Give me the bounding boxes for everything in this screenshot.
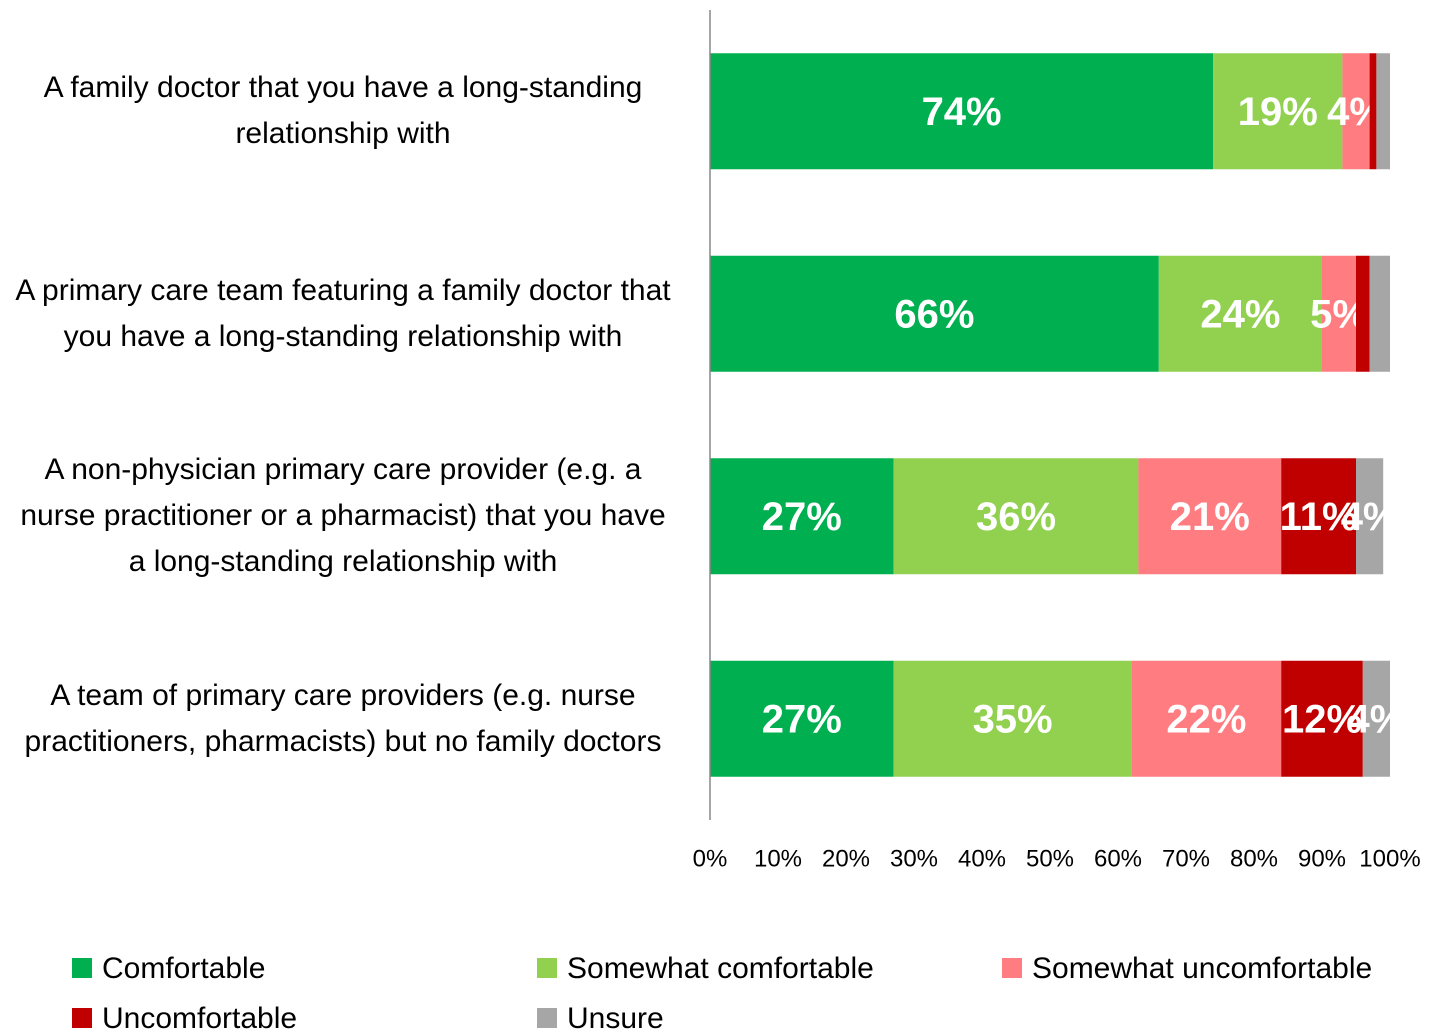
bar-segment bbox=[1131, 660, 1282, 777]
x-tick-label: 80% bbox=[1230, 845, 1278, 872]
x-tick-label: 70% bbox=[1162, 845, 1210, 872]
value-label: 11% bbox=[1280, 495, 1358, 539]
x-tick-label: 100% bbox=[1359, 845, 1420, 872]
x-tick-label: 40% bbox=[958, 845, 1006, 872]
bar-segment bbox=[1281, 458, 1356, 575]
x-tick-label: 10% bbox=[754, 845, 802, 872]
bar-segment bbox=[710, 53, 1214, 170]
legend-swatch bbox=[537, 1008, 557, 1028]
x-tick-label: 0% bbox=[693, 845, 728, 872]
bar-segment bbox=[893, 660, 1132, 777]
value-label: 74% bbox=[922, 90, 1002, 134]
legend-swatch bbox=[72, 1008, 92, 1028]
legend-swatch bbox=[72, 958, 92, 978]
legend-label: Somewhat comfortable bbox=[567, 952, 874, 985]
x-tick-label: 20% bbox=[822, 845, 870, 872]
legend-label: Somewhat uncomfortable bbox=[1032, 952, 1372, 985]
x-tick-label: 90% bbox=[1298, 845, 1346, 872]
category-label: A non-physician primary care provider (e… bbox=[20, 453, 666, 579]
legend-label: Unsure bbox=[567, 1002, 664, 1034]
legend-label: Comfortable bbox=[102, 952, 265, 985]
x-tick-label: 60% bbox=[1094, 845, 1142, 872]
value-label: 22% bbox=[1166, 697, 1246, 741]
value-label: 4% bbox=[1347, 697, 1405, 741]
bar-segment bbox=[1369, 255, 1390, 372]
bar-segment bbox=[1158, 255, 1322, 372]
value-label: 24% bbox=[1200, 292, 1280, 336]
bar-segment bbox=[1356, 458, 1384, 575]
bar-segment bbox=[1138, 458, 1282, 575]
bar-segment bbox=[1362, 660, 1390, 777]
value-label: 19% bbox=[1238, 90, 1318, 134]
bar-segment bbox=[1342, 53, 1370, 170]
x-tick-label: 50% bbox=[1026, 845, 1074, 872]
value-label: 35% bbox=[973, 697, 1053, 741]
value-label: 27% bbox=[762, 697, 842, 741]
legend-swatch bbox=[537, 958, 557, 978]
value-label: 12% bbox=[1282, 697, 1362, 741]
bar-segment bbox=[1356, 255, 1370, 372]
bar-segment bbox=[1281, 660, 1363, 777]
value-label: 27% bbox=[762, 495, 842, 539]
bar-segment bbox=[710, 660, 894, 777]
bar-segment bbox=[710, 458, 894, 575]
value-label: 66% bbox=[894, 292, 974, 336]
value-label: 36% bbox=[976, 495, 1056, 539]
bar-segment bbox=[1376, 53, 1390, 170]
bar-segment bbox=[1322, 255, 1356, 372]
value-label: 4% bbox=[1341, 495, 1399, 539]
bar-segment bbox=[1213, 53, 1343, 170]
category-label: A primary care team featuring a family d… bbox=[15, 273, 671, 353]
bar-segment bbox=[893, 458, 1139, 575]
bar-segment bbox=[710, 255, 1159, 372]
legend-label: Uncomfortable bbox=[102, 1002, 297, 1034]
bar-segment bbox=[1369, 53, 1377, 170]
legend-swatch bbox=[1002, 958, 1022, 978]
value-label: 21% bbox=[1170, 495, 1250, 539]
x-tick-label: 30% bbox=[890, 845, 938, 872]
category-label: A team of primary care providers (e.g. n… bbox=[24, 678, 662, 758]
category-label: A family doctor that you have a long-sta… bbox=[43, 71, 643, 151]
